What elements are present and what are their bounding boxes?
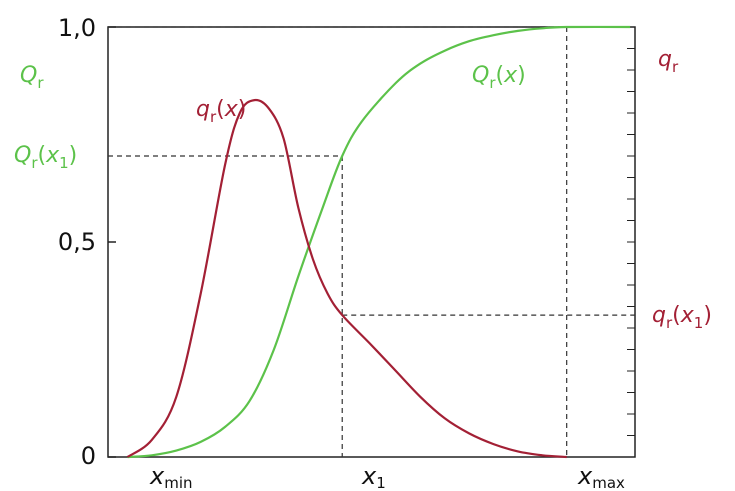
x-tick-xmin-main: x <box>149 462 165 490</box>
guide-lines <box>108 26 635 457</box>
plot-frame <box>107 26 636 458</box>
annotation-Qr-x1-sub: r <box>31 154 38 172</box>
annotation-Qr-x1: Qr(x1) <box>14 143 77 172</box>
series-label-Qr-arg: x <box>503 63 518 88</box>
y-right-axis-label: qr <box>658 47 679 76</box>
curves <box>126 25 631 459</box>
series-label-qr-arg: x <box>224 97 239 122</box>
annotation-qr-x1-arg-sub: 1 <box>694 314 704 332</box>
x-tick-xmax-main: x <box>577 462 593 490</box>
annotation-Qr-x1-arg-sub: 1 <box>59 154 69 172</box>
series-label-qr-sub: r <box>210 108 217 126</box>
y-left-label-main: Q <box>20 63 37 88</box>
y-tick-label-0-5: 0,5 <box>58 228 96 256</box>
series-line-q <box>126 98 567 459</box>
y-tick-label-0: 0 <box>81 442 96 470</box>
annotation-qr-x1-sub: r <box>666 314 673 332</box>
y-tick-label-1-0: 1,0 <box>58 14 96 42</box>
x-tick-xmax-sub: max <box>592 474 625 491</box>
x-tick-label-xmax: xmax <box>577 462 625 491</box>
annotation-Qr-x1-arg: x <box>45 143 60 168</box>
series-label-Qr-sub: r <box>489 74 496 92</box>
right-axis-minor-ticks <box>108 26 635 458</box>
x-tick-label-x1: x1 <box>361 462 386 491</box>
series-label-Qr-main: Q <box>472 63 489 88</box>
annotation-qr-x1-arg: x <box>680 303 695 328</box>
x-tick-x1-main: x <box>361 462 377 490</box>
annotation-qr-x1: qr(x1) <box>652 303 712 332</box>
x-tick-x1-sub: 1 <box>376 474 386 491</box>
series-label-qr-x: qr(x) <box>196 97 246 126</box>
series-label-qr-main: q <box>196 97 210 122</box>
x-tick-label-xmin: xmin <box>149 462 193 491</box>
series-line-Q <box>127 25 631 459</box>
y-right-label-main: q <box>658 47 672 72</box>
y-left-label-sub: r <box>37 74 44 92</box>
y-left-axis-label: Qr <box>20 63 44 92</box>
x-tick-xmin-sub: min <box>164 474 192 491</box>
annotation-Qr-x1-main: Q <box>14 143 31 168</box>
annotation-qr-x1-main: q <box>652 303 666 328</box>
y-right-label-sub: r <box>672 58 679 76</box>
series-label-Qr-x: Qr(x) <box>472 63 526 92</box>
